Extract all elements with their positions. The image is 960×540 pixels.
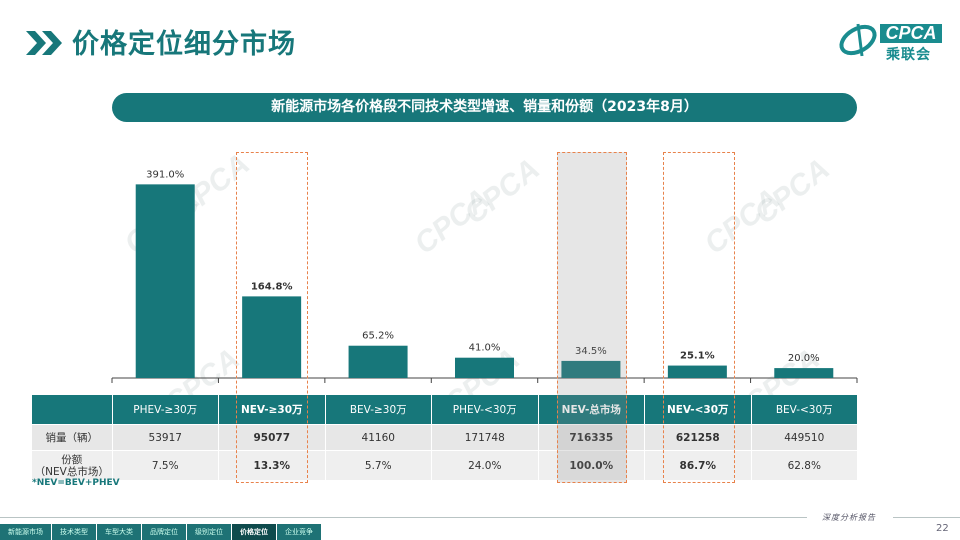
bar-3 (455, 357, 514, 378)
table-cell: 716335 (538, 424, 645, 451)
table-header (32, 395, 113, 425)
table-header: NEV-≥30万 (218, 395, 326, 425)
chevron-double-icon (26, 31, 62, 55)
logo-swirl-icon (839, 23, 877, 57)
logo-cn: 乘联会 (886, 47, 931, 63)
bar-1 (242, 296, 302, 378)
table-cell: 86.7% (644, 450, 752, 480)
table-cell: 13.3% (218, 450, 326, 480)
nav-item[interactable]: 新能源市场 (0, 524, 51, 540)
row-label: 份额 （NEV总市场） (32, 450, 113, 480)
table-cell: 24.0% (431, 450, 539, 480)
footer-divider (0, 517, 807, 518)
bar-value-label: 25.1% (680, 351, 715, 362)
footer-tag: 深度分析报告 (822, 513, 876, 522)
bar-value-label: 41.0% (469, 343, 501, 354)
table-row-sales: 销量（辆） 53917 95077 41160 171748 716335 62… (32, 424, 858, 451)
nev-definition-note: *NEV=BEV+PHEV (32, 478, 120, 488)
data-table: PHEV-≥30万 NEV-≥30万 BEV-≥30万 PHEV-<30万 NE… (32, 395, 858, 480)
table-cell: 171748 (431, 424, 539, 451)
table-cell: 95077 (218, 424, 326, 451)
footer-divider (893, 517, 960, 518)
nav-item[interactable]: 车型大类 (97, 524, 141, 540)
nav-item-active[interactable]: 价格定位 (232, 524, 276, 540)
bar-2 (348, 345, 408, 378)
logo-brand: CPCA (880, 24, 942, 43)
table-header-row: PHEV-≥30万 NEV-≥30万 BEV-≥30万 PHEV-<30万 NE… (32, 395, 858, 425)
bar-value-label: 65.2% (362, 331, 394, 342)
table-cell: 449510 (751, 424, 858, 451)
table-cell: 100.0% (538, 450, 645, 480)
table-header: NEV-总市场 (538, 395, 645, 425)
bar-value-label: 164.8% (251, 281, 293, 292)
table-header: BEV-≥30万 (325, 395, 432, 425)
bar-5 (667, 365, 727, 378)
bar-value-label: 391.0% (146, 169, 184, 180)
table-cell: 7.5% (112, 450, 219, 480)
table-header: PHEV-<30万 (431, 395, 539, 425)
table-row-share: 份额 （NEV总市场） 7.5% 13.3% 5.7% 24.0% 100.0%… (32, 450, 858, 480)
nav-item[interactable]: 品牌定位 (142, 524, 186, 540)
cpca-logo: CPCA 乘联会 (836, 16, 946, 64)
nav-item[interactable]: 级别定位 (187, 524, 231, 540)
table-cell: 53917 (112, 424, 219, 451)
bar-6 (774, 368, 834, 378)
nav-item[interactable]: 企业竞争 (277, 524, 321, 540)
table-header: NEV-<30万 (644, 395, 752, 425)
chart-title: 新能源市场各价格段不同技术类型增速、销量和份额（2023年8月） (112, 93, 857, 122)
table-cell: 621258 (644, 424, 752, 451)
row-label: 销量（辆） (32, 424, 113, 451)
table-cell: 62.8% (751, 450, 858, 480)
bar-4 (561, 360, 621, 378)
table-header: BEV-<30万 (751, 395, 858, 425)
table-header: PHEV-≥30万 (112, 395, 219, 425)
bar-value-label: 20.0% (788, 353, 820, 364)
page-title: 价格定位细分市场 (72, 29, 296, 60)
page-number: 22 (936, 523, 949, 534)
table-cell: 5.7% (325, 450, 432, 480)
nav-item[interactable]: 技术类型 (52, 524, 96, 540)
section-nav: 新能源市场 技术类型 车型大类 品牌定位 级别定位 价格定位 企业竞争 (0, 524, 322, 540)
bar-value-label: 34.5% (575, 346, 607, 357)
bar-0 (135, 184, 195, 378)
table-cell: 41160 (325, 424, 432, 451)
